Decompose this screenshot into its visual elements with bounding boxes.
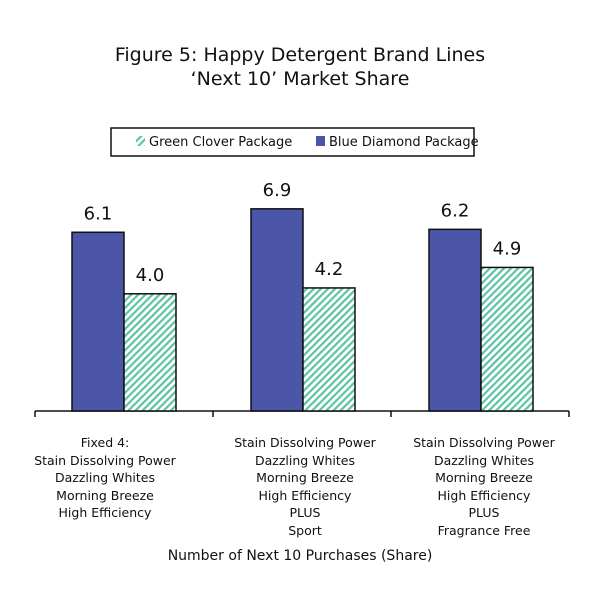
x-tick-label-line: PLUS: [468, 505, 500, 520]
x-tick-label-line: Stain Dissolving Power: [234, 435, 376, 450]
bar-blue-diamond-3: [428, 228, 482, 412]
x-tick-label-line: Dazzling Whites: [254, 452, 356, 468]
x-tick-label-line: Fragrance Free: [437, 522, 531, 538]
data-label: 4.9: [493, 238, 522, 259]
x-tick-label-line: High Efficiency: [437, 487, 531, 503]
legend-label: Blue Diamond Package: [329, 135, 479, 150]
x-tick-label-line: Dazzling Whites: [54, 470, 156, 485]
legend-swatch-green-clover: [136, 136, 145, 146]
x-tick-label-line: High Efficiency: [258, 487, 352, 503]
x-tick-label-line: PLUS: [289, 505, 321, 520]
chart-title-line-2: ‘Next 10’ Market Share: [190, 68, 410, 90]
x-tick-label-line: Morning Breeze: [435, 470, 533, 485]
x-tick-label-line: Stain Dissolving Power: [413, 435, 555, 450]
data-label: 6.1: [84, 203, 113, 224]
x-tick-label-line: Dazzling Whites: [433, 452, 535, 468]
data-label: 6.2: [441, 200, 470, 221]
bar-blue-diamond-1: [71, 231, 125, 412]
x-tick-label-1: Fixed 4: Stain Dissolving Power Dazzling W…: [16, 434, 194, 522]
legend-swatch-blue-diamond: [316, 136, 325, 146]
bar-green-clover-2: [302, 287, 356, 412]
x-tick-label-line: Morning Breeze: [256, 470, 354, 485]
x-tick-label-line: Stain Dissolving Power: [34, 452, 176, 468]
chart-title-line-1: Figure 5: Happy Detergent Brand Lines: [114, 44, 486, 66]
bar-green-clover-3: [480, 266, 534, 412]
data-label: 4.2: [315, 259, 344, 280]
legend-label: Green Clover Package: [149, 135, 292, 150]
x-tick-label-line: Sport: [288, 522, 322, 538]
x-tick-label-2: Stain Dissolving Power Dazzling Whites Mor…: [216, 434, 394, 539]
x-tick-label-3: Stain Dissolving Power Dazzling Whites Mor…: [395, 434, 573, 539]
bar-blue-diamond-2: [250, 208, 304, 412]
x-tick-label-line: Fixed 4:: [80, 435, 130, 450]
data-label: 4.0: [136, 265, 165, 286]
bar-green-clover-1: [123, 293, 177, 412]
legend-box: [110, 127, 475, 157]
data-label: 6.9: [263, 180, 292, 201]
x-axis-label: Number of Next 10 Purchases (Share): [167, 548, 433, 564]
x-tick-label-line: High Efficiency: [58, 505, 152, 520]
x-tick-label-line: Morning Breeze: [56, 487, 154, 503]
